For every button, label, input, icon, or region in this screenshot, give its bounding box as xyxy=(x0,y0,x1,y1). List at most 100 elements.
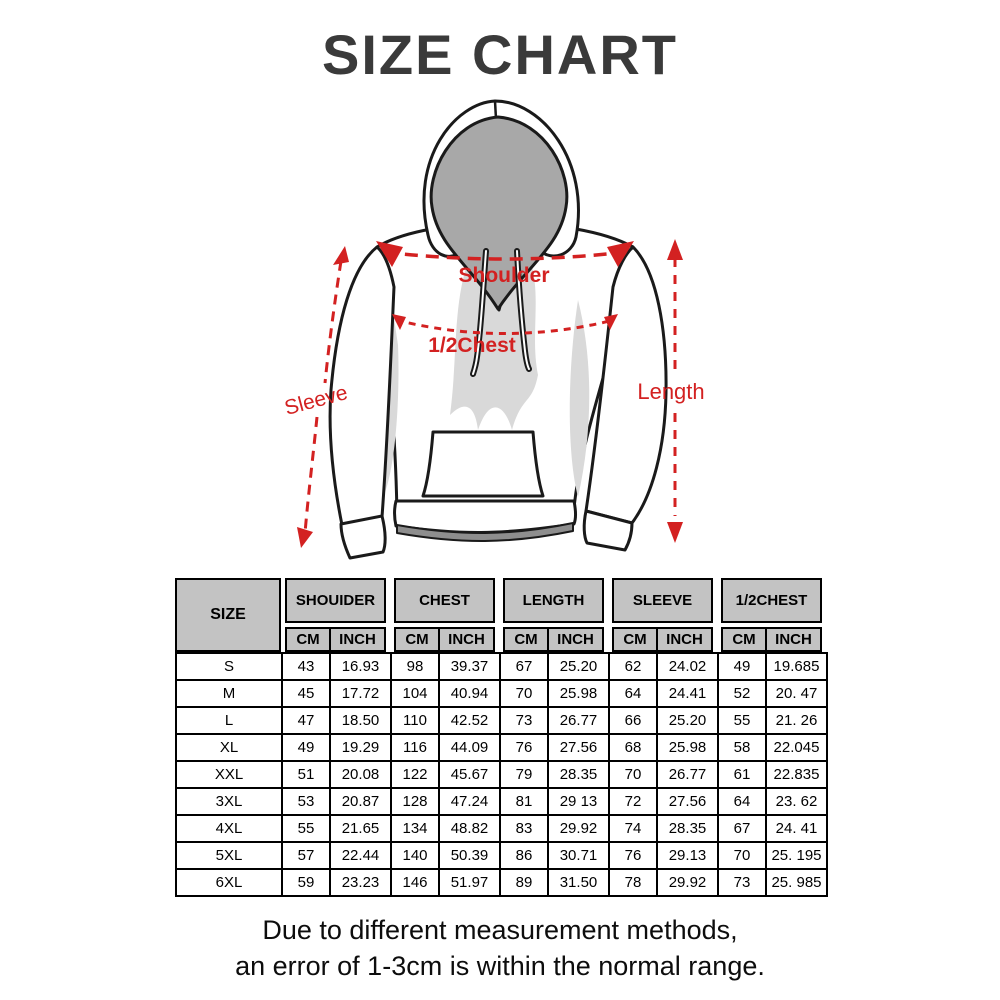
value-cell: 73 xyxy=(717,868,767,897)
disclaimer-line-1: Due to different measurement methods, xyxy=(262,915,738,945)
value-cell: 50.39 xyxy=(438,841,501,870)
value-cell: 29.13 xyxy=(656,841,719,870)
unit-inch: INCH xyxy=(775,631,812,648)
size-cell: 3XL xyxy=(175,787,283,816)
value-cell: 25. 195 xyxy=(765,841,828,870)
value-cell: 89 xyxy=(499,868,549,897)
value-cell: 20.08 xyxy=(329,760,392,789)
value-cell: 31.50 xyxy=(547,868,610,897)
value-cell: 22.045 xyxy=(765,733,828,762)
disclaimer-line-2: an error of 1-3cm is within the normal r… xyxy=(235,950,765,981)
size-cell: XL xyxy=(175,733,283,762)
kangaroo-pocket xyxy=(421,430,545,498)
size-cell: 4XL xyxy=(175,814,283,843)
table-row: 3XL 53 20.87 128 47.24 81 29 13 72 27.56… xyxy=(175,787,828,816)
size-cell: 5XL xyxy=(175,841,283,870)
value-cell: 55 xyxy=(717,706,767,735)
table-row: XXL 51 20.08 122 45.67 79 28.35 70 26.77… xyxy=(175,760,828,789)
value-cell: 25.20 xyxy=(656,706,719,735)
value-cell: 18.50 xyxy=(329,706,392,735)
unit-inch: INCH xyxy=(448,631,485,648)
value-cell: 16.93 xyxy=(329,652,392,681)
value-cell: 26.77 xyxy=(547,706,610,735)
value-cell: 25.98 xyxy=(547,679,610,708)
unit-header-group: CM INCH xyxy=(503,627,604,652)
hood-opening xyxy=(429,115,569,311)
value-cell: 27.56 xyxy=(656,787,719,816)
value-cell: 24. 41 xyxy=(765,814,828,843)
unit-header-group: CM INCH xyxy=(612,627,713,652)
value-cell: 70 xyxy=(499,679,549,708)
value-cell: 39.37 xyxy=(438,652,501,681)
value-cell: 24.02 xyxy=(656,652,719,681)
value-cell: 78 xyxy=(608,868,658,897)
unit-inch: INCH xyxy=(666,631,703,648)
value-cell: 86 xyxy=(499,841,549,870)
value-cell: 26.77 xyxy=(656,760,719,789)
unit-header-group: CM INCH xyxy=(394,627,495,652)
unit-cm: CM xyxy=(287,629,331,650)
value-cell: 53 xyxy=(281,787,331,816)
col-header-sleeve: SLEEVE xyxy=(612,578,713,623)
value-cell: 73 xyxy=(499,706,549,735)
value-cell: 70 xyxy=(717,841,767,870)
value-cell: 23.23 xyxy=(329,868,392,897)
value-cell: 45.67 xyxy=(438,760,501,789)
value-cell: 146 xyxy=(390,868,440,897)
value-cell: 67 xyxy=(717,814,767,843)
table-row: 6XL 59 23.23 146 51.97 89 31.50 78 29.92… xyxy=(175,868,828,897)
sleeve-arrow xyxy=(297,246,349,548)
value-cell: 28.35 xyxy=(656,814,719,843)
value-cell: 43 xyxy=(281,652,331,681)
value-cell: 22.44 xyxy=(329,841,392,870)
value-cell: 30.71 xyxy=(547,841,610,870)
value-cell: 19.29 xyxy=(329,733,392,762)
drawstrings xyxy=(470,248,532,377)
value-cell: 55 xyxy=(281,814,331,843)
value-cell: 134 xyxy=(390,814,440,843)
page-title: SIZE CHART xyxy=(322,23,678,86)
col-header-size: SIZE xyxy=(175,578,281,652)
value-cell: 24.41 xyxy=(656,679,719,708)
value-cell: 29.92 xyxy=(547,814,610,843)
length-arrow xyxy=(667,239,683,543)
value-cell: 57 xyxy=(281,841,331,870)
value-cell: 122 xyxy=(390,760,440,789)
table-row: M 45 17.72 104 40.94 70 25.98 64 24.41 5… xyxy=(175,679,828,708)
value-cell: 58 xyxy=(717,733,767,762)
value-cell: 81 xyxy=(499,787,549,816)
value-cell: 51.97 xyxy=(438,868,501,897)
value-cell: 44.09 xyxy=(438,733,501,762)
value-cell: 28.35 xyxy=(547,760,610,789)
value-cell: 19.685 xyxy=(765,652,828,681)
value-cell: 61 xyxy=(717,760,767,789)
value-cell: 51 xyxy=(281,760,331,789)
col-header-halfchest: 1/2CHEST xyxy=(721,578,822,623)
value-cell: 21. 26 xyxy=(765,706,828,735)
value-cell: 25.20 xyxy=(547,652,610,681)
value-cell: 48.82 xyxy=(438,814,501,843)
value-cell: 116 xyxy=(390,733,440,762)
half-chest-label: 1/2Chest xyxy=(428,334,516,357)
right-cuff xyxy=(582,509,634,552)
length-label: Length xyxy=(637,379,704,404)
table-row: L 47 18.50 110 42.52 73 26.77 66 25.20 5… xyxy=(175,706,828,735)
value-cell: 25. 985 xyxy=(765,868,828,897)
col-header-length: LENGTH xyxy=(503,578,604,623)
unit-cm: CM xyxy=(723,629,767,650)
value-cell: 29 13 xyxy=(547,787,610,816)
value-cell: 140 xyxy=(390,841,440,870)
value-cell: 21.65 xyxy=(329,814,392,843)
size-cell: M xyxy=(175,679,283,708)
hem-dark-edge xyxy=(396,522,574,542)
value-cell: 47.24 xyxy=(438,787,501,816)
value-cell: 17.72 xyxy=(329,679,392,708)
size-cell: 6XL xyxy=(175,868,283,897)
value-cell: 76 xyxy=(499,733,549,762)
hoodie-measurement-diagram: Shoulder 1/2Chest Sleeve Length xyxy=(282,99,705,560)
unit-cm: CM xyxy=(505,629,549,650)
size-data-grid: S 43 16.93 98 39.37 67 25.20 62 24.02 49… xyxy=(175,652,828,897)
value-cell: 62 xyxy=(608,652,658,681)
unit-cm: CM xyxy=(614,629,658,650)
